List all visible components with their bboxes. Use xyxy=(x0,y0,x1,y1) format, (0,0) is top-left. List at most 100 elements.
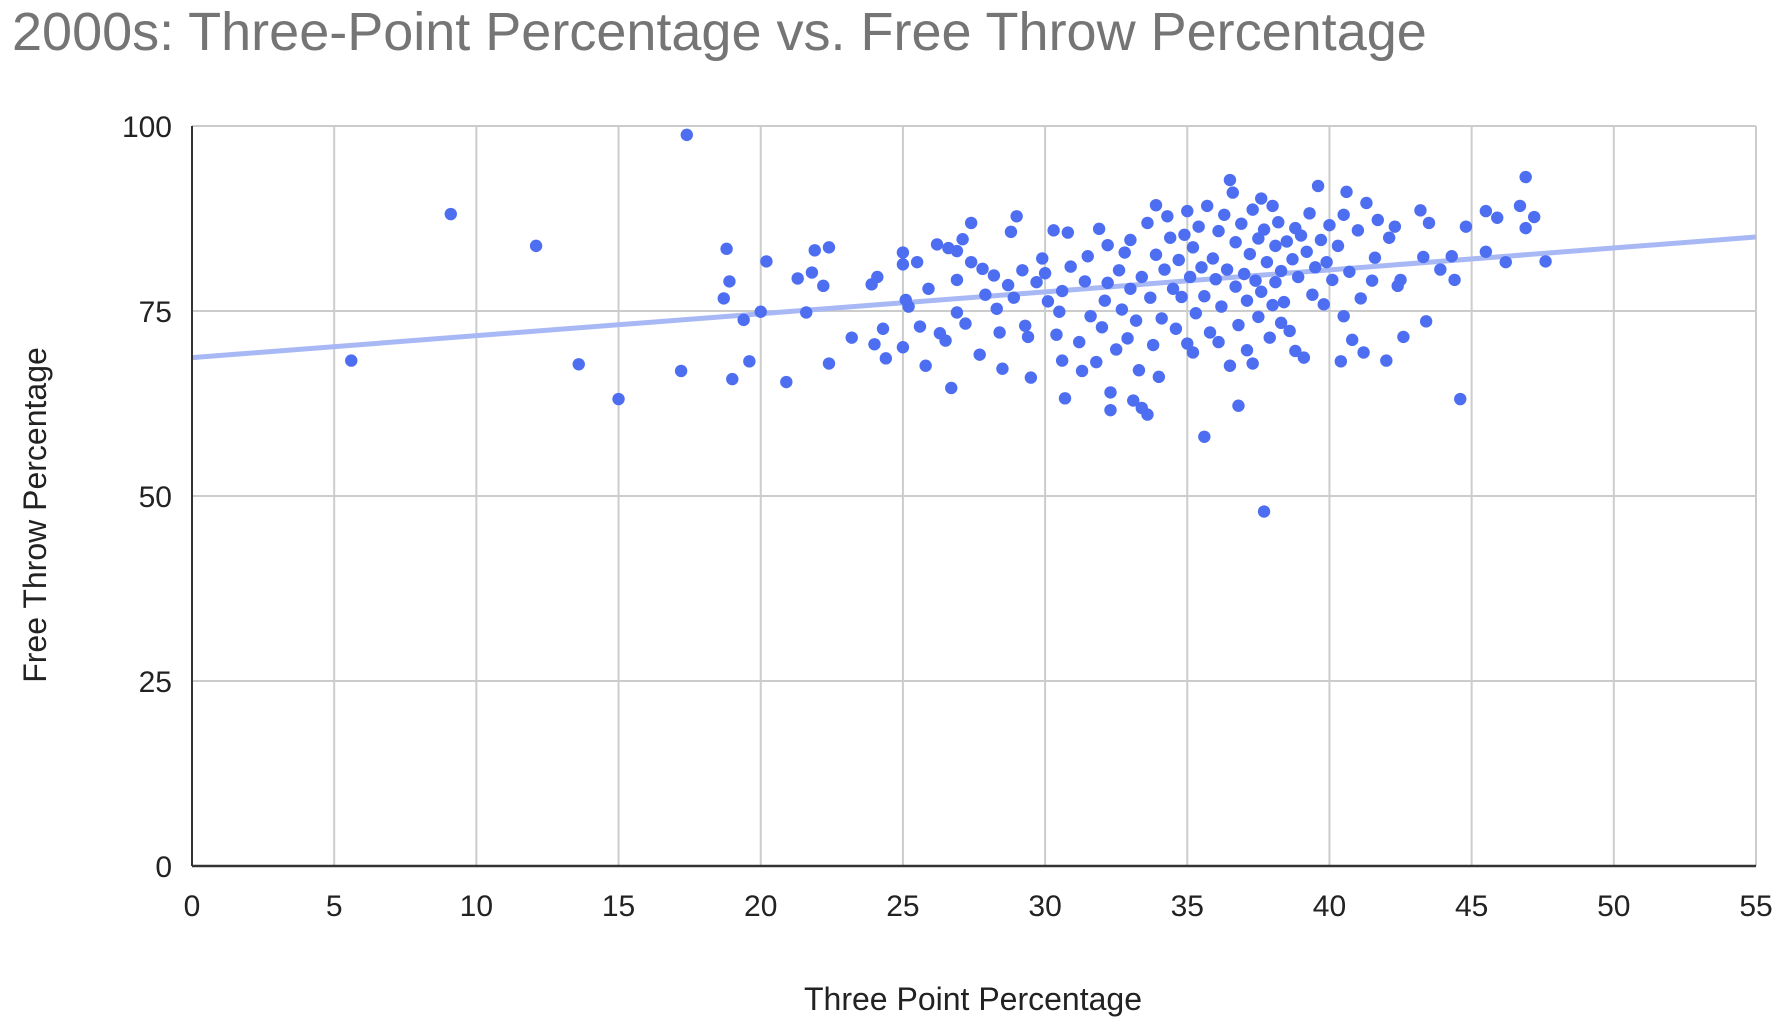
data-point xyxy=(1314,233,1328,247)
y-tick-labels: 0 25 50 75 100 xyxy=(122,111,172,884)
data-point xyxy=(1491,211,1504,224)
data-point xyxy=(1445,250,1458,263)
data-point xyxy=(1289,344,1302,358)
data-point xyxy=(1141,216,1154,230)
data-point xyxy=(1124,233,1137,247)
data-point xyxy=(1038,267,1052,280)
data-point xyxy=(723,275,736,288)
x-tick-label: 50 xyxy=(1597,890,1630,923)
x-tick-label: 20 xyxy=(744,890,777,923)
data-point xyxy=(871,270,884,284)
data-point xyxy=(743,355,756,368)
data-point xyxy=(1172,253,1185,267)
data-point xyxy=(1115,303,1129,316)
data-point xyxy=(1129,314,1143,327)
x-tick-label: 45 xyxy=(1455,890,1488,923)
data-point xyxy=(1235,217,1248,230)
data-point xyxy=(996,362,1009,375)
data-point xyxy=(1155,312,1168,325)
data-point xyxy=(1203,326,1217,339)
data-point xyxy=(1192,220,1205,233)
data-point xyxy=(726,372,739,386)
data-point xyxy=(964,255,978,269)
data-point xyxy=(896,341,910,354)
data-point xyxy=(1331,239,1345,253)
data-point xyxy=(913,320,927,333)
data-point xyxy=(950,273,964,287)
data-point xyxy=(1215,300,1228,313)
data-point xyxy=(1320,255,1333,269)
data-point xyxy=(720,242,733,256)
data-point xyxy=(1206,252,1220,265)
data-point xyxy=(1124,282,1137,295)
data-point xyxy=(1414,204,1427,217)
data-point xyxy=(1195,261,1208,274)
data-point xyxy=(1223,173,1237,187)
data-point xyxy=(572,358,585,371)
x-tick-labels: 0 5 10 15 20 25 30 35 40 45 50 55 xyxy=(184,890,1773,923)
data-point xyxy=(1164,231,1177,244)
data-point xyxy=(1454,392,1467,406)
data-point xyxy=(1095,321,1109,334)
data-point xyxy=(822,241,836,254)
data-point xyxy=(1479,204,1493,218)
data-point xyxy=(1047,224,1060,237)
data-point xyxy=(1246,203,1259,216)
data-point xyxy=(1311,179,1325,193)
data-point xyxy=(1132,364,1146,377)
data-point xyxy=(1291,270,1305,284)
data-point xyxy=(1419,315,1433,328)
trendline xyxy=(191,234,1757,361)
x-axis-title: Three Point Percentage xyxy=(804,981,1142,1017)
data-point xyxy=(910,255,924,269)
data-point xyxy=(1232,399,1245,412)
data-point xyxy=(1118,246,1131,259)
data-point xyxy=(1266,298,1279,312)
data-point xyxy=(1183,270,1197,284)
axes xyxy=(191,126,1756,868)
data-point xyxy=(1232,318,1245,332)
x-tick-label: 30 xyxy=(1028,890,1061,923)
data-point xyxy=(1365,274,1379,287)
data-point xyxy=(1309,261,1322,274)
data-point xyxy=(1422,216,1436,230)
y-tick-label: 50 xyxy=(139,481,172,514)
data-point xyxy=(612,392,625,406)
data-point xyxy=(1252,232,1265,245)
x-tick-label: 10 xyxy=(460,890,493,923)
data-point xyxy=(1249,274,1262,287)
data-point xyxy=(1016,264,1029,277)
data-point xyxy=(1240,344,1254,357)
data-point xyxy=(1090,355,1103,369)
data-point xyxy=(922,282,935,295)
data-point xyxy=(879,352,893,365)
data-point xyxy=(1041,295,1055,308)
data-point xyxy=(1018,319,1032,332)
data-point xyxy=(1209,272,1222,286)
y-tick-label: 0 xyxy=(155,851,172,884)
data-point xyxy=(950,244,964,258)
data-point xyxy=(1121,332,1134,345)
data-point xyxy=(1169,322,1183,335)
data-point xyxy=(1050,328,1063,341)
data-point xyxy=(717,292,730,305)
data-point xyxy=(1354,292,1367,305)
data-point xyxy=(1200,199,1214,213)
data-point xyxy=(1053,305,1066,318)
data-point xyxy=(780,375,793,389)
data-point xyxy=(1078,275,1092,288)
data-point xyxy=(1229,235,1242,249)
data-point xyxy=(1434,263,1447,276)
data-point xyxy=(1152,370,1166,384)
data-point xyxy=(1158,263,1171,276)
data-point xyxy=(964,216,978,230)
data-point xyxy=(760,255,773,268)
data-point xyxy=(1024,371,1038,384)
data-point xyxy=(1001,278,1015,292)
data-point xyxy=(1081,250,1094,263)
data-point xyxy=(1229,280,1242,293)
data-point xyxy=(1030,275,1043,289)
data-point xyxy=(1479,245,1493,258)
data-point xyxy=(845,331,858,344)
data-point xyxy=(1417,250,1430,264)
